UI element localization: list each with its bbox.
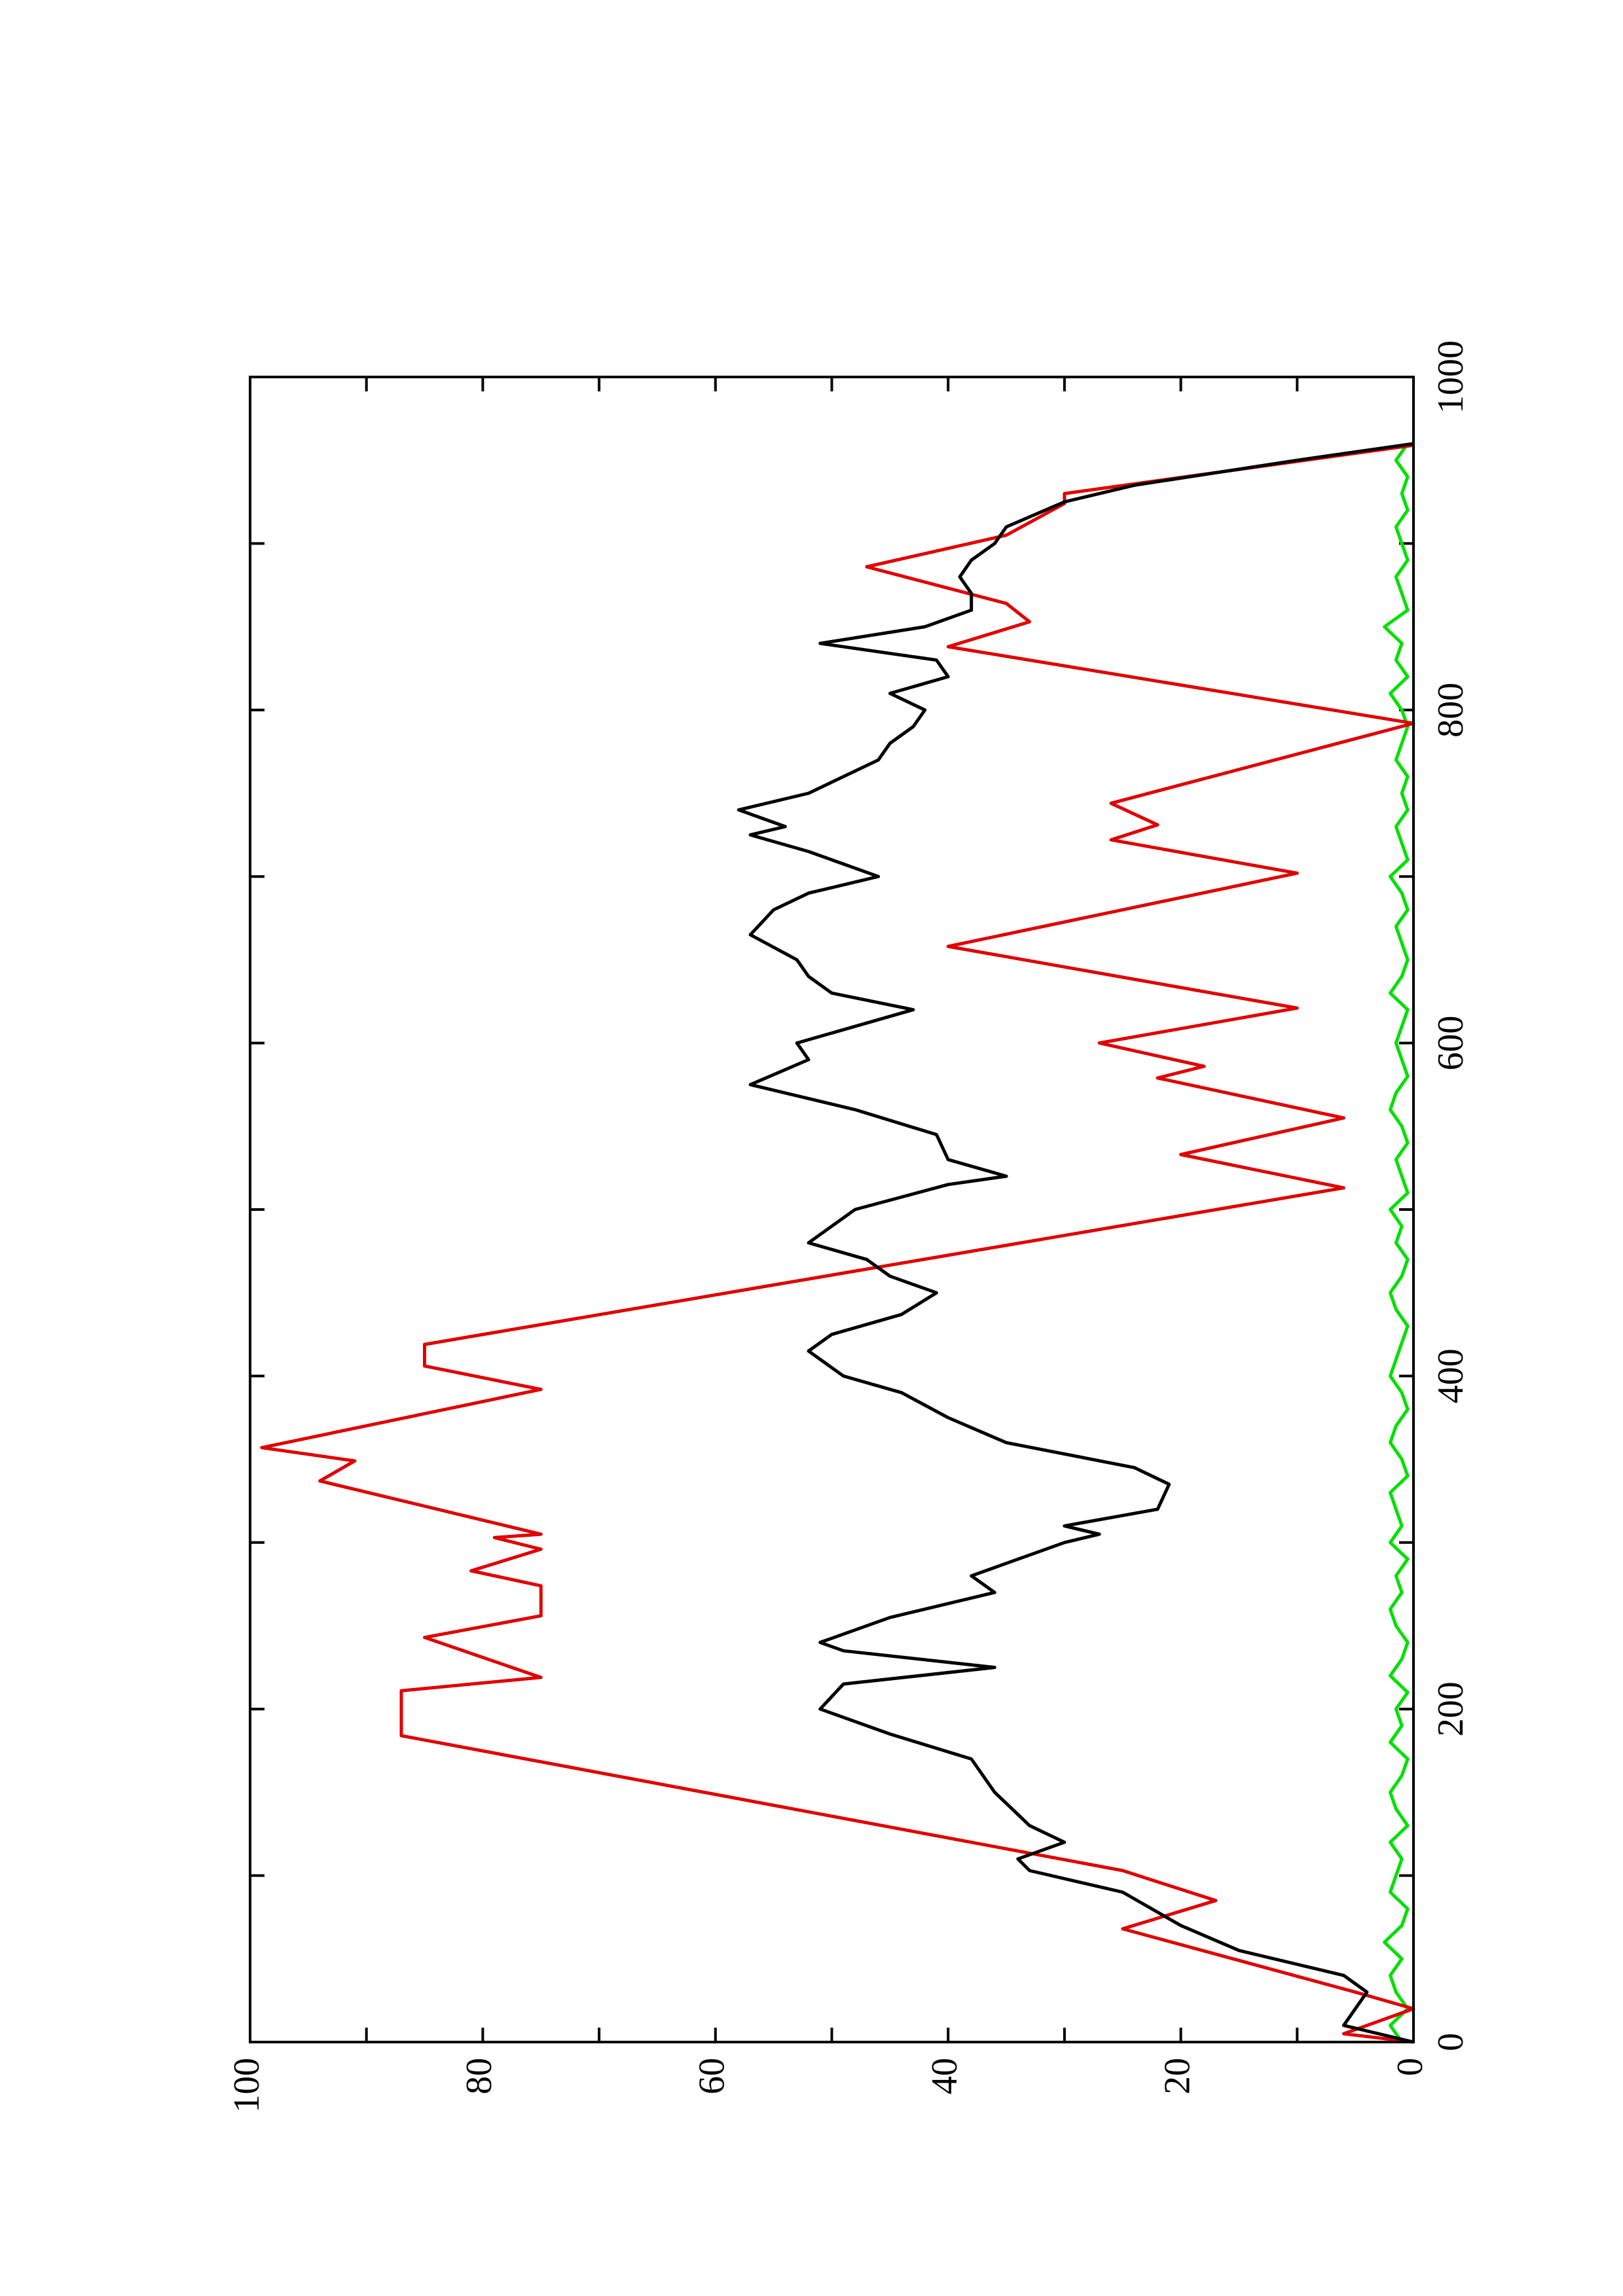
- series-line: [260, 443, 1415, 2044]
- series-line: [737, 442, 1414, 2044]
- y-tick-label: 20: [1157, 2058, 1197, 2094]
- x-tick-label: 800: [1431, 683, 1471, 738]
- y-tick-label: 40: [924, 2058, 965, 2094]
- x-tick-label: 400: [1431, 1348, 1471, 1403]
- y-tick-label: 100: [227, 2058, 267, 2113]
- plot: 0 200 400 600 800 1000 0 20 40 60 80 100: [227, 340, 1471, 2113]
- series-line: [1383, 442, 1410, 2043]
- x-tick-label: 200: [1431, 1681, 1471, 1736]
- y-tick-label: 60: [692, 2058, 733, 2094]
- y-tick-label: 0: [1390, 2058, 1431, 2076]
- plot-frame: [249, 376, 1415, 2043]
- y-tick-label: 80: [459, 2058, 500, 2094]
- x-tick-label: 600: [1431, 1016, 1471, 1071]
- x-tick-label: 1000: [1431, 340, 1471, 414]
- x-tick-label: 0: [1431, 2033, 1471, 2051]
